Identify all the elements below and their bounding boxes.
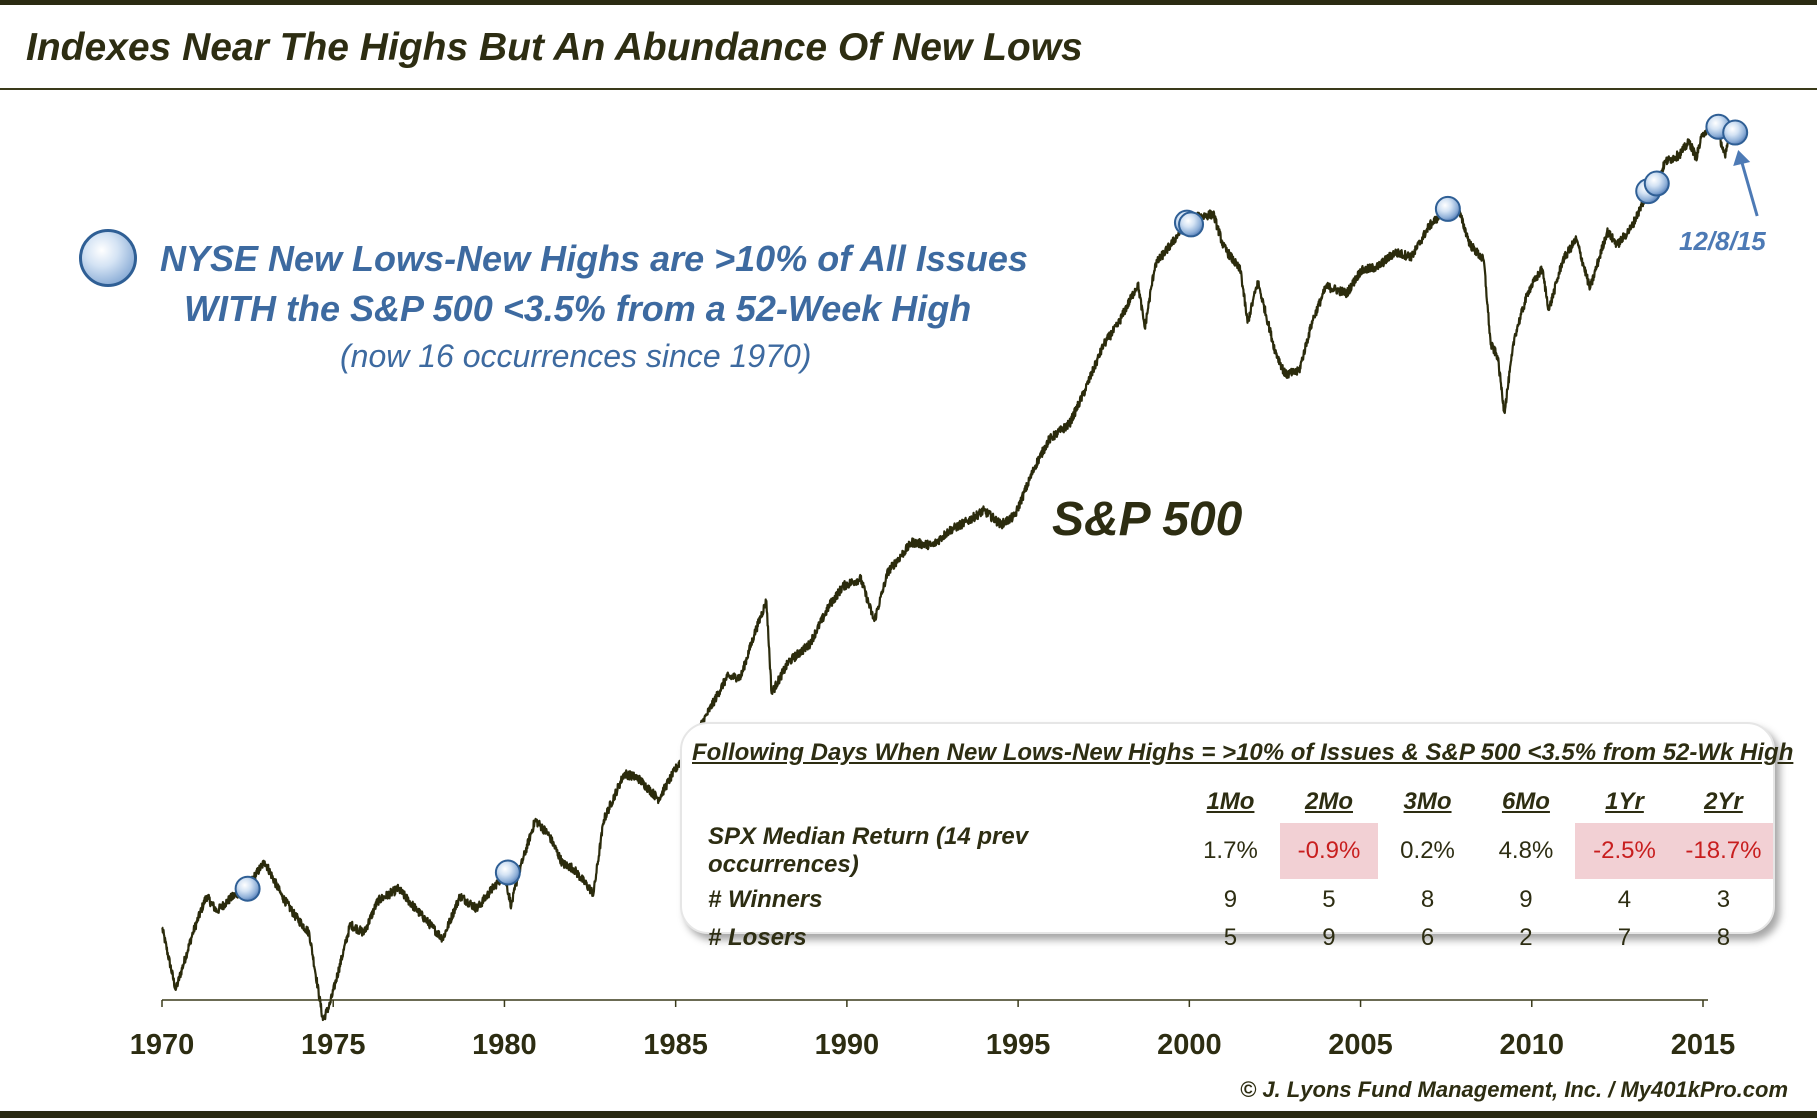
stats-cell: -0.9% [1279, 823, 1379, 879]
annotation-label: 12/8/15 [1679, 226, 1766, 256]
stats-cell: 4.8% [1498, 837, 1554, 864]
stats-cell: 9 [1519, 886, 1533, 913]
chart-title: Indexes Near The Highs But An Abundance … [26, 26, 1083, 69]
occurrence-marker [1178, 211, 1205, 238]
stats-col-2yr: 2Yr [1704, 788, 1743, 815]
x-tick-label: 1995 [986, 1029, 1051, 1061]
stats-cell: -18.7% [1673, 823, 1773, 879]
stats-row-label: # Winners [708, 886, 823, 913]
legend-line-3: (now 16 occurrences since 1970) [340, 338, 812, 374]
sp500-line [161, 123, 1737, 1022]
stats-cell: 1.7% [1203, 837, 1258, 864]
stats-cell: 5 [1322, 886, 1336, 913]
stats-col-6mo: 6Mo [1501, 788, 1550, 815]
stats-table: 1Mo 2Mo 3Mo 6Mo 1Yr 2Yr SPX Median Retur… [704, 781, 1773, 959]
stats-cell: 9 [1223, 886, 1238, 913]
occurrence-marker [1722, 119, 1749, 146]
occurrence-marker [1643, 170, 1670, 197]
x-tick-label: 1970 [130, 1029, 195, 1061]
stats-row-winners: # Winners 9 5 8 9 4 3 [704, 883, 1773, 917]
legend-line-2: WITH the S&P 500 <3.5% from a 52-Week Hi… [184, 288, 972, 329]
stats-cell: 3 [1716, 886, 1731, 913]
annotation-arrow-layer [1733, 150, 1759, 217]
x-axis: 1970 1975 1980 1985 1990 1995 2000 2005 2010 2015 [130, 999, 1736, 1061]
x-tick-label: 1990 [815, 1029, 880, 1061]
stats-row-label: # Losers [708, 924, 807, 951]
series-layer [161, 123, 1737, 1022]
stats-cell: 4 [1617, 886, 1632, 913]
stats-cell: 2 [1519, 924, 1533, 951]
stats-col-3mo: 3Mo [1403, 788, 1452, 815]
top-border [0, 0, 1817, 5]
title-divider [0, 88, 1817, 90]
series-label: S&P 500 [1052, 493, 1243, 546]
stats-col-1mo: 1Mo [1206, 788, 1255, 815]
stats-col-2mo: 2Mo [1304, 788, 1353, 815]
x-tick-label: 1975 [301, 1029, 366, 1061]
stats-box: Following Days When New Lows-New Highs =… [680, 722, 1794, 951]
stats-cell: -2.5% [1575, 823, 1674, 879]
x-tick-label: 2005 [1328, 1029, 1393, 1061]
stats-cell: 8 [1716, 924, 1731, 951]
legend-marker-icon [79, 229, 137, 287]
bottom-border [0, 1111, 1817, 1118]
copyright: © J. Lyons Fund Management, Inc. / My401… [1240, 1077, 1789, 1102]
stats-row-label: SPX Median Return (14 prev occurrences) [708, 823, 1029, 878]
stats-cell: 5 [1223, 924, 1238, 951]
stats-cell: 8 [1420, 886, 1435, 913]
stats-row-median-return: SPX Median Return (14 prev occurrences) … [704, 823, 1773, 879]
occurrence-marker [494, 859, 521, 886]
x-tick-label: 1980 [472, 1029, 537, 1061]
x-tick-label: 2000 [1157, 1029, 1222, 1061]
occurrence-marker [234, 875, 261, 902]
x-tick-label: 2015 [1671, 1029, 1736, 1061]
stats-cell: 6 [1420, 924, 1435, 951]
x-tick-label: 2010 [1500, 1029, 1565, 1061]
stats-header-row: 1Mo 2Mo 3Mo 6Mo 1Yr 2Yr [704, 785, 1773, 819]
stats-col-1yr: 1Yr [1605, 788, 1644, 815]
legend-line-1: NYSE New Lows-New Highs are >10% of All … [160, 238, 1028, 279]
annotation-arrowhead [1733, 150, 1751, 166]
x-tick-label: 1985 [643, 1029, 708, 1061]
occurrence-marker [1434, 195, 1461, 222]
stats-row-losers: # Losers 5 9 6 2 7 8 [704, 921, 1773, 955]
stats-title: Following Days When New Lows-New Highs =… [692, 739, 1794, 766]
stats-cell: 7 [1617, 924, 1632, 951]
stats-cell: 0.2% [1400, 837, 1455, 864]
stats-header-blank [704, 785, 1181, 819]
occurrence-markers [234, 113, 1749, 902]
stats-cell: 9 [1322, 924, 1336, 951]
annotation-arrow [1739, 159, 1759, 217]
